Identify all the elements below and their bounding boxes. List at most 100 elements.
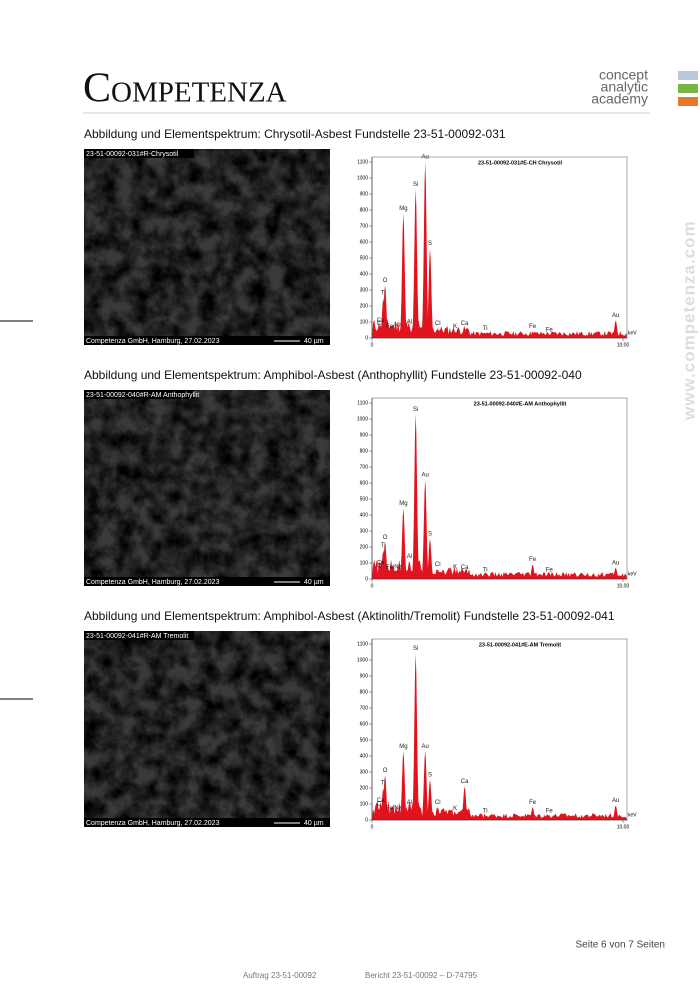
peak-label: Fe	[546, 568, 554, 574]
y-tick-label: 900	[360, 432, 369, 438]
peak	[449, 813, 461, 820]
y-tick-label: 100	[360, 801, 369, 807]
peak-label: Na	[394, 805, 402, 811]
peak-label: Au	[422, 155, 429, 161]
peak	[378, 788, 389, 820]
peak	[404, 807, 415, 820]
peak-label: Fe	[529, 324, 537, 330]
peak-label: Mg	[399, 206, 407, 212]
side-text: www.competenza.com	[679, 220, 698, 421]
peak-label: C	[377, 564, 382, 570]
y-tick-label: 500	[360, 255, 369, 261]
credit-bar	[84, 818, 330, 827]
scale-label: 40 µm	[304, 579, 324, 586]
peak	[379, 775, 391, 820]
peak-label: C	[377, 801, 382, 807]
y-tick-label: 1000	[357, 175, 368, 181]
y-tick-label: 1000	[357, 657, 368, 663]
image-label: 23-51-00092-031#R-Chrysotil	[86, 151, 179, 158]
peak-label: Fe	[546, 327, 554, 333]
label-bar	[84, 631, 194, 640]
peak	[544, 575, 555, 579]
caption: Abbildung und Elementspektrum: Amphibol-…	[84, 368, 582, 382]
x-tick-label: 10.00	[617, 583, 630, 589]
peak-label: Fe	[546, 809, 554, 815]
y-tick-label: 600	[360, 721, 369, 727]
label-bar	[84, 149, 194, 158]
x-axis-label: keV	[628, 571, 637, 577]
peak-label: Ca	[461, 779, 469, 785]
peak-label: Fe	[386, 806, 394, 812]
peak-label: Si	[413, 407, 418, 413]
peak	[544, 816, 555, 820]
peak	[384, 572, 395, 579]
peak-label: Ca	[377, 318, 385, 324]
image-credit: Competenza GmbH, Hamburg, 27.02.2023	[86, 338, 220, 345]
color-square	[678, 71, 698, 80]
peak-label: Au	[422, 744, 429, 750]
peak	[398, 508, 409, 579]
peak-label: Ca	[377, 798, 385, 804]
y-tick-label: 600	[360, 480, 369, 486]
y-tick-label: 1100	[357, 159, 368, 165]
y-tick-label: 200	[360, 544, 369, 550]
footer-report: Bericht 23-51-00092 – D-74795	[365, 971, 478, 980]
y-tick-label: 600	[360, 239, 369, 245]
y-tick-label: 500	[360, 496, 369, 502]
plot-frame	[371, 638, 628, 821]
peak	[610, 805, 621, 820]
plot-frame	[371, 156, 628, 339]
y-tick-label: 0	[365, 576, 368, 582]
peak	[379, 285, 391, 338]
x-tick-label: 0	[371, 583, 374, 589]
peak-label: Cl	[435, 321, 441, 327]
scale-label: 40 µm	[304, 820, 324, 827]
caption: Abbildung und Elementspektrum: Chrysotil…	[84, 127, 506, 141]
credit-bar	[84, 336, 330, 345]
peak-label: Fe	[529, 800, 537, 806]
spectrum-title: 23-51-00092-040#E-AM Anthophyllit	[474, 401, 567, 407]
y-tick-label: 700	[360, 223, 369, 229]
peak	[459, 572, 470, 579]
y-tick-label: 1000	[357, 416, 368, 422]
background-continuum	[372, 800, 627, 820]
peak	[527, 807, 538, 820]
y-tick-label: 0	[365, 817, 368, 823]
peak-label: S	[428, 773, 432, 779]
peak	[527, 331, 538, 338]
peak	[379, 542, 391, 579]
peak	[404, 561, 415, 579]
peak-label: Ca	[461, 321, 469, 327]
y-tick-label: 900	[360, 191, 369, 197]
y-tick-label: 800	[360, 689, 369, 695]
x-axis-label: keV	[628, 812, 637, 818]
y-tick-label: 400	[360, 512, 369, 518]
peak-label: Au	[612, 560, 619, 566]
tagline: analytic	[601, 79, 648, 95]
peak	[392, 330, 404, 338]
peak-label: Ca	[461, 565, 469, 571]
y-tick-label: 800	[360, 448, 369, 454]
y-tick-label: 400	[360, 753, 369, 759]
peak	[410, 414, 421, 579]
peak	[404, 326, 415, 338]
peak-label: Ti	[381, 291, 386, 297]
peak	[432, 328, 443, 338]
peak-label: Na	[394, 564, 402, 570]
peak	[459, 328, 470, 338]
caption: Abbildung und Elementspektrum: Amphibol-…	[84, 609, 615, 623]
x-tick-label: 0	[371, 342, 374, 348]
y-tick-label: 300	[360, 528, 369, 534]
sem-image	[84, 631, 330, 827]
peak	[449, 571, 461, 579]
peak-label: Al	[407, 319, 412, 325]
image-credit: Competenza GmbH, Hamburg, 27.02.2023	[86, 579, 220, 586]
peak	[392, 571, 404, 579]
peak-label: O	[383, 768, 388, 774]
sem-image	[84, 390, 330, 586]
peak	[544, 334, 555, 338]
peak	[378, 298, 389, 338]
label-bar	[84, 390, 194, 399]
